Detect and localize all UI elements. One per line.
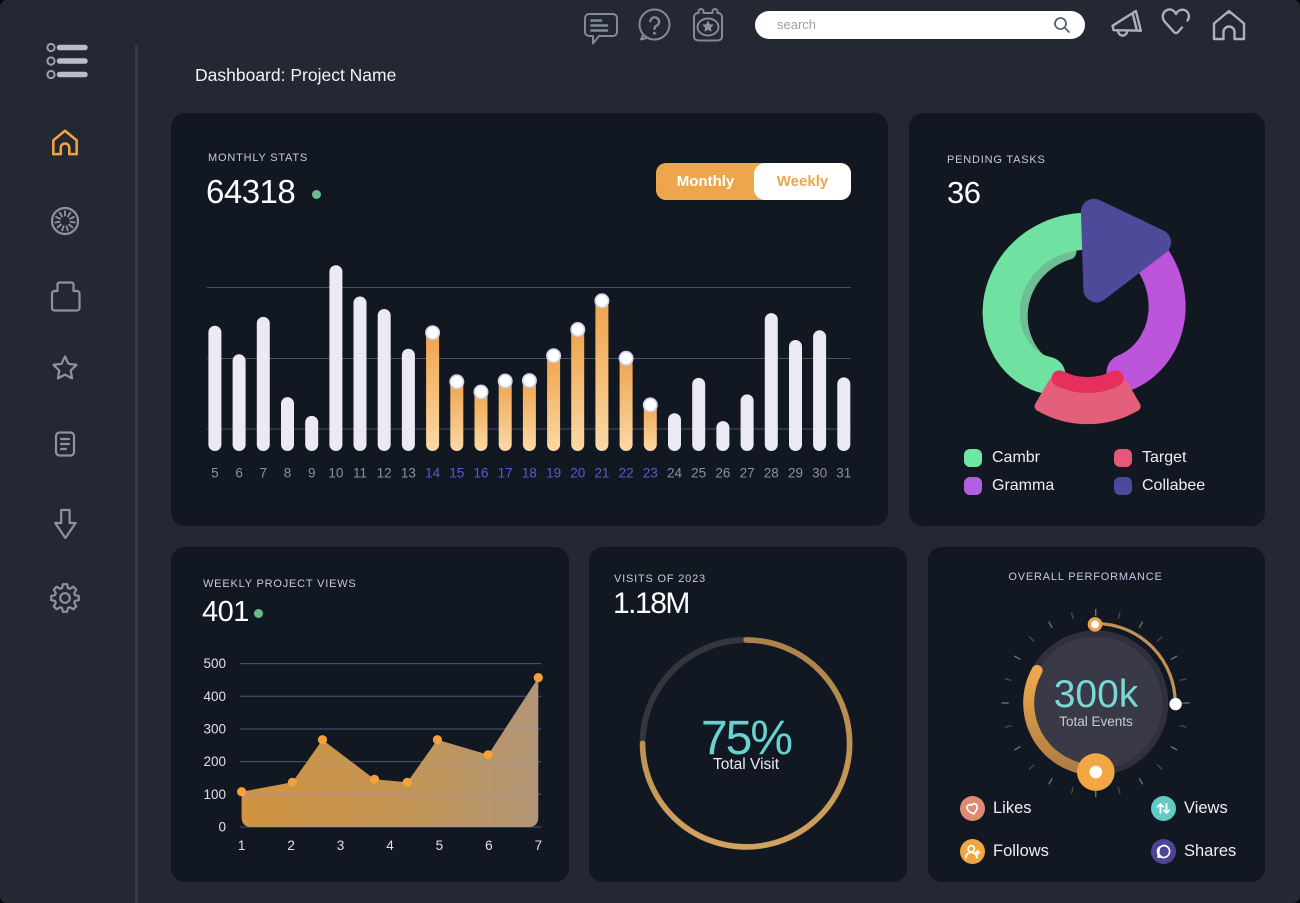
- svg-text:15: 15: [449, 466, 464, 481]
- svg-text:6: 6: [485, 838, 493, 853]
- svg-text:3: 3: [337, 838, 345, 853]
- svg-text:6: 6: [235, 466, 243, 481]
- svg-text:11: 11: [353, 466, 367, 481]
- svg-text:21: 21: [594, 466, 609, 481]
- svg-text:300: 300: [203, 722, 226, 737]
- svg-text:10: 10: [328, 466, 343, 481]
- svg-text:4: 4: [386, 838, 394, 853]
- svg-text:0: 0: [218, 820, 226, 835]
- svg-text:24: 24: [667, 466, 683, 481]
- svg-text:30: 30: [812, 466, 827, 481]
- svg-text:28: 28: [764, 466, 779, 481]
- svg-text:8: 8: [284, 466, 292, 481]
- svg-text:26: 26: [715, 466, 730, 481]
- svg-text:7: 7: [260, 466, 268, 481]
- svg-text:400: 400: [203, 689, 226, 704]
- svg-text:23: 23: [643, 466, 658, 481]
- svg-text:20: 20: [570, 466, 585, 481]
- svg-text:500: 500: [203, 656, 226, 671]
- svg-text:25: 25: [691, 466, 706, 481]
- svg-text:5: 5: [436, 838, 444, 853]
- svg-text:7: 7: [535, 838, 543, 853]
- svg-text:22: 22: [619, 466, 634, 481]
- svg-text:9: 9: [308, 466, 316, 481]
- svg-text:13: 13: [401, 466, 416, 481]
- svg-text:31: 31: [836, 466, 851, 481]
- svg-text:16: 16: [473, 466, 488, 481]
- svg-text:5: 5: [211, 466, 219, 481]
- svg-text:29: 29: [788, 466, 803, 481]
- svg-text:14: 14: [425, 466, 441, 481]
- svg-text:17: 17: [498, 466, 513, 481]
- svg-text:12: 12: [377, 466, 392, 481]
- svg-text:1: 1: [238, 838, 246, 853]
- svg-text:100: 100: [203, 787, 226, 802]
- svg-text:2: 2: [287, 838, 295, 853]
- svg-text:18: 18: [522, 466, 537, 481]
- svg-text:200: 200: [203, 754, 226, 769]
- svg-text:19: 19: [546, 466, 561, 481]
- svg-text:27: 27: [740, 466, 755, 481]
